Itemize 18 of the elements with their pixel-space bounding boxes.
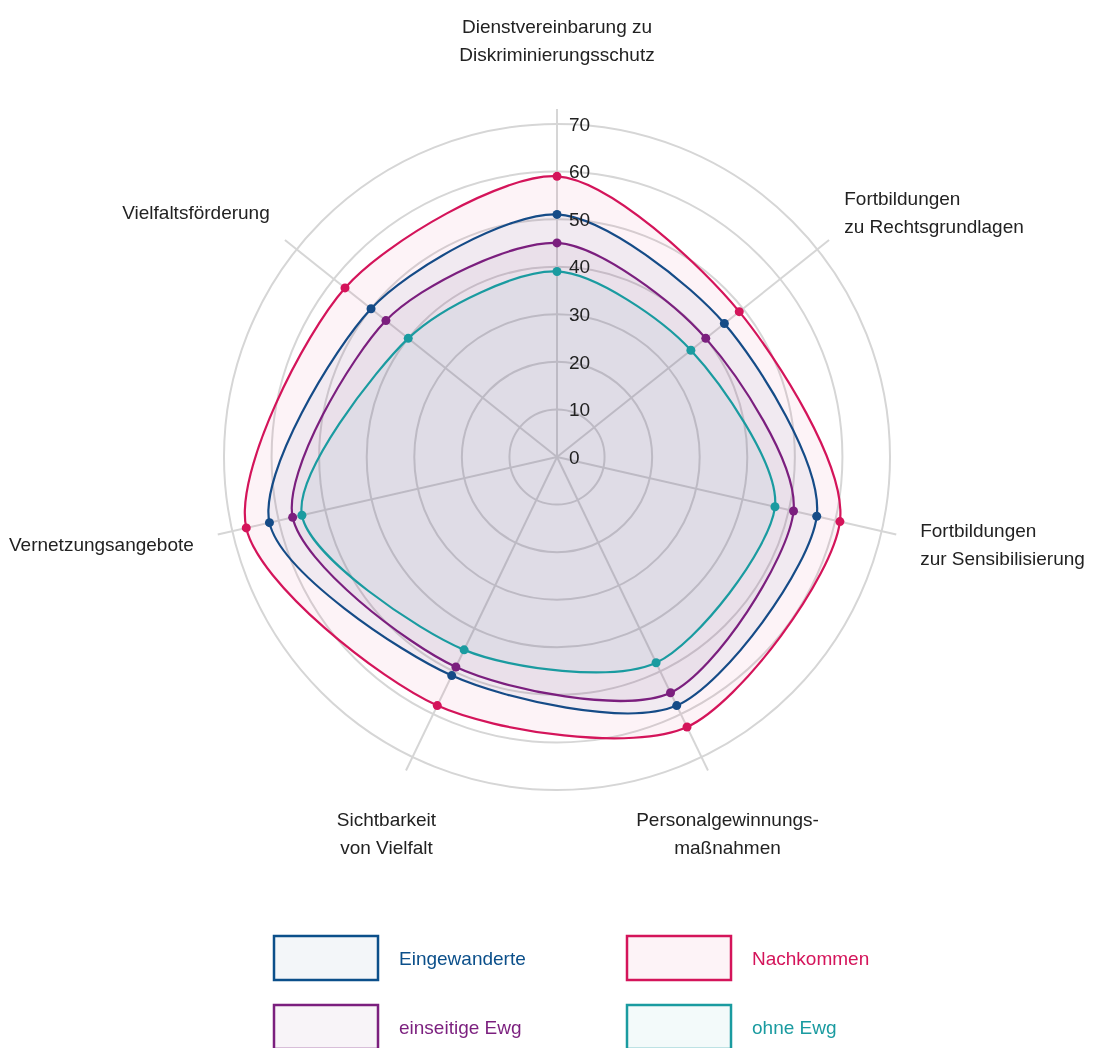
spoke-label: Sichtbarkeit von Vielfalt [336,808,437,858]
y-tick-label: 20 [569,351,591,373]
spoke-label: Personalgewinnungs- maßnahmen [636,808,819,858]
y-tick-label: 10 [569,399,591,421]
y-tick-label: 60 [569,161,591,183]
spoke-label: Fortbildungen zur Sensibilisierung [920,520,1085,570]
spoke-label: Vielfaltsförderung [122,201,270,223]
y-tick-label: 0 [569,446,580,468]
text: einseitige Ewg [399,1016,522,1038]
spoke-label: Fortbildungen zu Rechtsgrundlagen [844,187,1024,237]
text: Eingewanderte [399,947,526,969]
y-tick-label: 70 [569,113,591,135]
text: Nachkommen [752,947,870,969]
text: ohne Ewg [752,1016,837,1038]
y-tick-label: 40 [569,256,591,278]
y-tick-label: 30 [569,303,591,325]
spoke-label: Dienstvereinbarung zu Diskriminierungsschutz [459,15,655,65]
spoke-label: Vernetzungsangebote [8,534,194,556]
